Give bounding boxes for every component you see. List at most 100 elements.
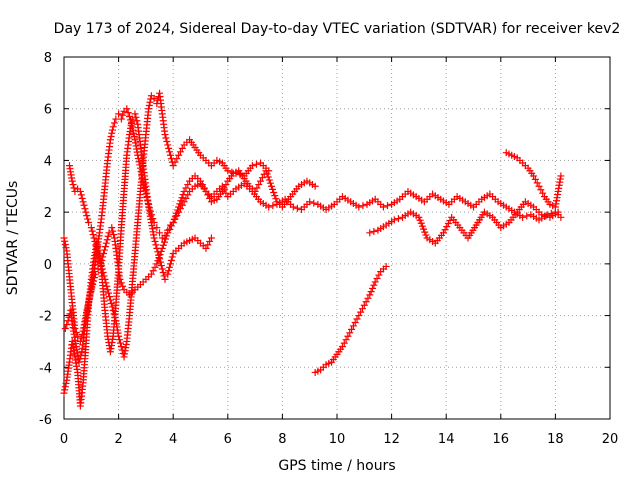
data-point-trace-2 <box>104 232 112 240</box>
data-point-trace-2 <box>179 191 187 199</box>
x-tick-label: 12 <box>383 432 400 447</box>
data-point-trace-7 <box>557 172 565 180</box>
data-point-trace-4 <box>100 272 108 280</box>
y-tick-label: -4 <box>39 361 52 376</box>
data-point-trace-5 <box>353 315 361 323</box>
data-point-trace-1 <box>106 136 114 144</box>
data-point-trace-3 <box>159 268 167 276</box>
data-point-trace-3 <box>151 237 159 245</box>
data-point-trace-1 <box>74 332 82 340</box>
data-point-trace-1 <box>124 109 132 117</box>
data-point-trace-5 <box>364 294 372 302</box>
data-point-trace-4 <box>111 313 119 321</box>
data-point-trace-6 <box>441 226 449 234</box>
data-point-trace-2 <box>108 224 116 232</box>
data-point-trace-1 <box>204 191 212 199</box>
data-point-trace-1 <box>271 192 279 200</box>
data-point-trace-4 <box>76 187 84 195</box>
data-point-trace-2 <box>178 194 186 202</box>
data-point-trace-4 <box>117 343 125 351</box>
data-point-trace-2 <box>149 267 157 275</box>
data-point-trace-1 <box>270 188 278 196</box>
x-tick-label: 16 <box>493 432 510 447</box>
data-point-trace-3 <box>164 270 172 278</box>
data-point-trace-2 <box>110 231 118 239</box>
data-point-trace-2 <box>105 229 113 237</box>
data-point-trace-2 <box>177 197 185 205</box>
data-point-trace-4 <box>224 167 232 175</box>
y-tick-label: 6 <box>44 103 52 118</box>
data-point-trace-2 <box>293 204 301 212</box>
data-point-trace-4 <box>169 162 177 170</box>
data-point-trace-3 <box>154 248 162 256</box>
data-point-trace-7 <box>531 175 539 183</box>
data-point-trace-6 <box>366 229 374 237</box>
data-point-trace-3 <box>207 234 215 242</box>
x-tick-label: 14 <box>438 432 455 447</box>
data-point-trace-6 <box>444 220 452 228</box>
data-point-trace-7 <box>537 186 545 194</box>
data-point-trace-5 <box>370 281 378 289</box>
data-point-trace-4 <box>252 160 260 168</box>
data-point-trace-2 <box>103 236 111 244</box>
data-point-trace-4 <box>228 168 236 176</box>
data-point-trace-3 <box>156 258 164 266</box>
data-point-trace-1 <box>117 115 125 123</box>
data-point-trace-1 <box>272 195 280 203</box>
data-point-trace-4 <box>178 144 186 152</box>
data-point-trace-3 <box>152 241 160 249</box>
y-tick-label: 8 <box>44 51 52 66</box>
data-point-trace-1 <box>156 229 164 237</box>
data-point-trace-4 <box>102 279 110 287</box>
data-point-trace-5 <box>346 329 354 337</box>
data-point-trace-4 <box>68 177 76 185</box>
y-tick-label: 0 <box>44 258 52 273</box>
data-point-trace-1 <box>153 224 161 232</box>
x-axis-label: GPS time / hours <box>278 458 395 474</box>
data-point-trace-4 <box>91 237 99 245</box>
data-point-trace-1 <box>267 182 275 190</box>
data-point-trace-3 <box>150 234 158 242</box>
data-point-trace-4 <box>92 241 100 249</box>
data-point-trace-2 <box>265 203 273 211</box>
data-point-trace-3 <box>62 379 70 387</box>
data-point-trace-1 <box>264 173 272 181</box>
data-point-trace-2 <box>176 200 184 208</box>
data-point-trace-2 <box>175 203 183 211</box>
data-point-trace-1 <box>62 244 70 252</box>
data-point-trace-3 <box>156 255 164 263</box>
data-point-trace-6 <box>417 219 425 227</box>
data-point-trace-5 <box>375 271 383 279</box>
data-point-trace-5 <box>362 298 370 306</box>
data-point-trace-4 <box>115 332 123 340</box>
data-point-trace-4 <box>163 137 171 145</box>
data-point-trace-6 <box>418 222 426 230</box>
data-point-trace-2 <box>523 212 531 220</box>
x-tick-label: 18 <box>547 432 564 447</box>
data-point-trace-4 <box>107 300 115 308</box>
data-point-trace-2 <box>198 181 206 189</box>
data-point-trace-2 <box>151 263 159 271</box>
data-point-trace-5 <box>358 305 366 313</box>
data-point-trace-2 <box>557 213 565 221</box>
data-point-trace-6 <box>421 228 429 236</box>
y-tick-label: -2 <box>39 310 52 325</box>
data-point-trace-1 <box>123 105 131 113</box>
data-point-trace-2 <box>172 209 180 217</box>
data-point-trace-3 <box>160 272 168 280</box>
data-point-trace-2 <box>169 218 177 226</box>
data-point-trace-4 <box>166 151 174 159</box>
data-point-trace-3 <box>131 110 139 118</box>
data-point-trace-2 <box>61 325 69 332</box>
data-point-trace-4 <box>101 275 109 283</box>
data-point-trace-2 <box>182 184 190 192</box>
data-point-trace-2 <box>160 238 168 246</box>
data-point-trace-1 <box>266 179 274 187</box>
y-tick-label: 4 <box>44 154 52 169</box>
data-point-trace-4 <box>110 310 118 318</box>
data-point-trace-4 <box>87 224 95 232</box>
data-point-trace-4 <box>94 248 102 256</box>
ticks: 0 2 4 6 8 10 12 14 16 18 20 -6 -4 -2 0 2 4 6 8 <box>39 51 618 447</box>
data-point-trace-1 <box>265 176 273 184</box>
grid <box>64 57 610 419</box>
